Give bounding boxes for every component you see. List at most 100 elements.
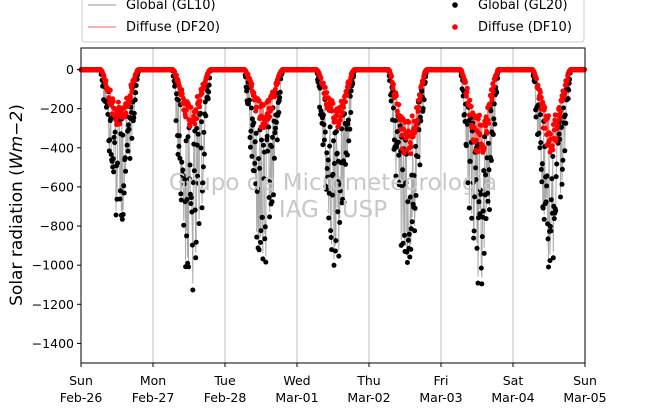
point-global-gl20 xyxy=(479,234,485,240)
point-global-gl20 xyxy=(332,248,338,254)
y-axis: 0 −200 −400 −600 −800 −1000 −1200 −1400 xyxy=(32,62,81,351)
point-global-gl20 xyxy=(487,207,492,213)
point-diffuse-df10 xyxy=(249,81,255,87)
point-global-gl20 xyxy=(103,104,109,110)
point-global-gl20 xyxy=(324,150,330,156)
point-global-gl20 xyxy=(405,199,411,205)
point-global-gl20 xyxy=(247,144,253,150)
point-global-gl20 xyxy=(194,125,200,131)
point-global-gl20 xyxy=(320,112,326,118)
point-global-gl20 xyxy=(186,264,191,270)
point-global-gl20 xyxy=(257,165,263,171)
point-diffuse-df10 xyxy=(272,93,278,99)
point-global-gl20 xyxy=(463,143,469,149)
point-global-gl20 xyxy=(258,228,264,234)
point-global-gl20 xyxy=(341,199,347,205)
point-diffuse-df10 xyxy=(484,130,490,136)
point-global-gl20 xyxy=(553,174,559,180)
legend-label: Global (GL20) xyxy=(478,0,568,13)
point-global-gl20 xyxy=(263,259,269,265)
point-diffuse-df10 xyxy=(464,85,470,91)
point-diffuse-df10 xyxy=(555,123,561,128)
point-global-gl20 xyxy=(195,173,201,179)
point-diffuse-df10 xyxy=(194,116,200,122)
point-global-gl20 xyxy=(485,190,491,196)
point-diffuse-df10 xyxy=(192,121,198,127)
point-diffuse-df10 xyxy=(415,109,421,114)
point-global-gl20 xyxy=(406,231,412,237)
x-tick-label-date: Feb-26 xyxy=(60,390,103,405)
point-diffuse-df10 xyxy=(123,110,129,116)
point-global-gl20 xyxy=(272,130,278,136)
point-diffuse-df10 xyxy=(330,101,336,106)
point-diffuse-df10 xyxy=(558,109,563,115)
point-global-gl20 xyxy=(333,129,339,135)
point-global-gl20 xyxy=(113,212,119,218)
y-tick-label: 0 xyxy=(66,62,74,77)
point-global-gl20 xyxy=(404,249,410,255)
point-global-gl20 xyxy=(117,188,123,194)
point-diffuse-df10 xyxy=(416,105,422,110)
point-global-gl20 xyxy=(246,101,251,107)
point-global-gl20 xyxy=(393,173,399,179)
point-diffuse-df10 xyxy=(542,125,548,131)
point-global-gl20 xyxy=(415,154,421,160)
point-global-gl20 xyxy=(473,165,479,171)
point-diffuse-df10 xyxy=(183,114,189,120)
point-global-gl20 xyxy=(480,208,486,214)
point-diffuse-df10 xyxy=(538,95,544,100)
y-tick-label: −600 xyxy=(40,179,74,194)
point-global-gl20 xyxy=(247,135,253,140)
watermark: Grupo de Micrometeorologia IAG - USP xyxy=(169,170,497,223)
point-global-gl20 xyxy=(259,214,265,220)
point-global-gl20 xyxy=(270,134,275,140)
point-global-gl20 xyxy=(269,199,275,205)
point-global-gl20 xyxy=(471,235,477,241)
point-global-gl20 xyxy=(129,135,135,141)
point-diffuse-df10 xyxy=(537,90,543,95)
point-global-gl20 xyxy=(260,256,266,262)
point-global-gl20 xyxy=(326,215,332,221)
point-global-gl20 xyxy=(254,234,260,240)
point-global-gl20 xyxy=(466,205,472,211)
point-diffuse-df10 xyxy=(399,132,405,138)
point-diffuse-df10 xyxy=(329,108,335,114)
y-tick-label: −400 xyxy=(40,140,74,155)
point-global-gl20 xyxy=(264,133,270,139)
point-global-gl20 xyxy=(537,112,543,118)
point-diffuse-df10 xyxy=(562,90,568,96)
point-diffuse-df10 xyxy=(556,105,562,110)
point-global-gl20 xyxy=(337,220,343,225)
point-diffuse-df10 xyxy=(179,91,185,97)
point-global-gl20 xyxy=(492,121,498,127)
legend-frame xyxy=(81,0,585,43)
point-global-gl20 xyxy=(345,117,351,123)
point-diffuse-df10 xyxy=(344,92,350,98)
point-global-gl20 xyxy=(481,168,487,174)
point-global-gl20 xyxy=(543,199,549,205)
point-diffuse-df10 xyxy=(463,93,469,99)
point-global-gl20 xyxy=(471,228,477,234)
x-tick-label-day: Mon xyxy=(140,373,166,388)
x-tick-label-day: Sat xyxy=(503,373,524,388)
point-global-gl20 xyxy=(126,126,132,132)
point-global-gl20 xyxy=(333,238,339,244)
point-global-gl20 xyxy=(347,126,353,132)
point-global-gl20 xyxy=(206,89,212,95)
point-global-gl20 xyxy=(271,192,276,198)
point-global-gl20 xyxy=(343,161,348,167)
point-global-gl20 xyxy=(539,161,545,167)
point-diffuse-df10 xyxy=(490,89,496,94)
point-global-gl20 xyxy=(407,254,413,260)
point-global-gl20 xyxy=(391,137,397,143)
point-global-gl20 xyxy=(259,137,264,143)
point-diffuse-df10 xyxy=(407,140,413,146)
point-global-gl20 xyxy=(539,179,545,185)
point-global-gl20 xyxy=(465,180,471,186)
point-global-gl20 xyxy=(187,176,192,182)
point-global-gl20 xyxy=(127,156,133,161)
point-diffuse-df10 xyxy=(336,121,342,127)
point-global-gl20 xyxy=(329,247,335,253)
point-global-gl20 xyxy=(411,173,417,179)
point-global-gl20 xyxy=(402,232,407,238)
